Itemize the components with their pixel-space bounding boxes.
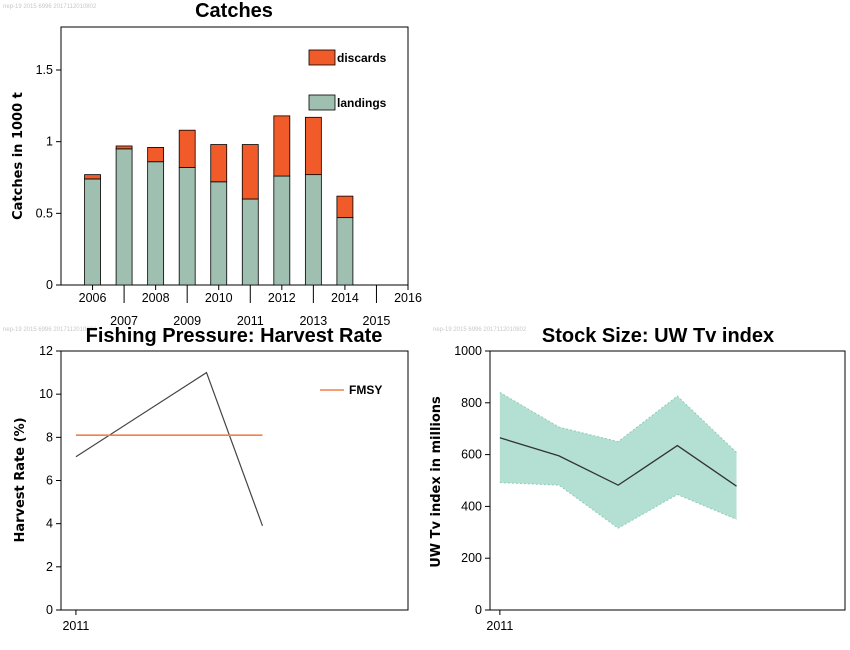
harvest-rate-chart: Fishing Pressure: Harvest Rate Harvest R…	[13, 325, 409, 633]
stock-y-tick-label: 600	[461, 448, 482, 462]
catches-x-tick-label: 2011	[237, 314, 264, 328]
catches-y-axis-label: Catches in 1000 t	[11, 92, 26, 220]
catches-x-tick-label: 2016	[394, 291, 422, 305]
stock-y-tick-label: 200	[461, 551, 482, 565]
bar-discards-2009	[178, 129, 196, 168]
harvest-x-tick-label: 2011	[62, 619, 89, 633]
catches-x-tick-label: 2010	[205, 291, 233, 305]
catches-y-tick-label: 0	[46, 278, 53, 292]
catches-plot-frame	[60, 26, 409, 286]
stock-y-tick-label: 400	[461, 499, 482, 513]
catches-chart: Catches Catches in 1000 t 00.511.5200620…	[11, 0, 422, 328]
catches-y-tick-label: 1.5	[36, 63, 53, 77]
harvest-rate-line	[75, 371, 264, 527]
harvest-title: Fishing Pressure: Harvest Rate	[86, 325, 383, 347]
watermark-harvest: nep-19 2015 6996 2017112010802	[3, 327, 97, 333]
legend-label-discards: discards	[337, 51, 387, 65]
upper-bound-line	[499, 392, 737, 453]
stock-y-axis-label: UW Tv index in millions	[429, 396, 444, 568]
bar-landings-2008	[147, 161, 165, 286]
bar-discards-2008	[147, 146, 165, 163]
watermark-stock: nep-19 2015 6996 2017112010802	[433, 327, 527, 333]
bar-discards-2006	[84, 174, 101, 180]
bar-landings-2011	[241, 198, 259, 286]
catches-x-tick-label: 2015	[363, 314, 391, 328]
catches-y-tick-label: 0.5	[36, 206, 53, 220]
bar-landings-2013	[304, 174, 322, 286]
legend-label-fmsy: FMSY	[349, 383, 382, 397]
stock-y-tick-label: 0	[475, 603, 482, 617]
harvest-y-tick-label: 4	[46, 517, 53, 531]
bar-landings-2012	[273, 175, 291, 286]
bar-discards-2007	[115, 145, 133, 150]
legend-swatch-landings	[308, 94, 336, 111]
harvest-y-axis-label: Harvest Rate (%)	[13, 417, 28, 542]
stock-plot-frame	[489, 350, 846, 611]
catches-x-tick-label: 2014	[331, 291, 359, 305]
stock-y-tick-label: 800	[461, 396, 482, 410]
bar-landings-2010	[210, 181, 228, 286]
legend-label-landings: landings	[337, 96, 387, 110]
bar-landings-2009	[178, 167, 196, 286]
harvest-marks: 0 2 4 6 8 10 12 2011	[39, 344, 264, 633]
stock-title: Stock Size: UW Tv index	[542, 325, 774, 347]
watermark-catches: nep-19 2015 6996 2017112010802	[3, 4, 97, 10]
catches-x-tick-label: 2006	[79, 291, 107, 305]
catches-x-tick-label: 2007	[110, 314, 138, 328]
harvest-legend: FMSY	[320, 383, 382, 397]
harvest-y-tick-label: 6	[46, 474, 53, 488]
catches-x-tick-label: 2009	[173, 314, 201, 328]
catches-marks: 00.511.520062007200820092010201120122013…	[36, 63, 422, 328]
catches-legend: discards landings	[308, 49, 387, 111]
bar-landings-2014	[336, 217, 354, 286]
catches-x-tick-label: 2013	[299, 314, 327, 328]
lower-bound-line	[499, 482, 737, 529]
catches-x-tick-label: 2008	[142, 291, 170, 305]
harvest-y-tick-label: 12	[39, 344, 53, 358]
stock-marks: 0 200 400 600 800 1000 2011	[454, 344, 737, 633]
bar-landings-2006	[84, 178, 101, 286]
stock-y-tick-label: 1000	[454, 344, 482, 358]
harvest-y-tick-label: 2	[46, 560, 53, 574]
bar-discards-2013	[304, 116, 322, 176]
catches-title: Catches	[195, 0, 273, 22]
harvest-y-tick-label: 10	[39, 387, 53, 401]
harvest-y-tick-label: 8	[46, 430, 53, 444]
bar-discards-2011	[241, 144, 259, 200]
stock-x-tick-label: 2011	[486, 619, 513, 633]
catches-y-tick-label: 1	[46, 135, 53, 149]
bar-discards-2010	[210, 144, 228, 183]
bar-discards-2012	[273, 115, 291, 177]
stock-size-chart: Stock Size: UW Tv index UW Tv index in m…	[429, 325, 846, 633]
stock-estimate-line	[499, 437, 737, 487]
catches-x-tick-label: 2012	[268, 291, 296, 305]
harvest-y-tick-label: 0	[46, 603, 53, 617]
legend-swatch-discards	[308, 49, 336, 66]
bar-discards-2014	[336, 195, 354, 219]
bar-landings-2007	[115, 148, 133, 286]
